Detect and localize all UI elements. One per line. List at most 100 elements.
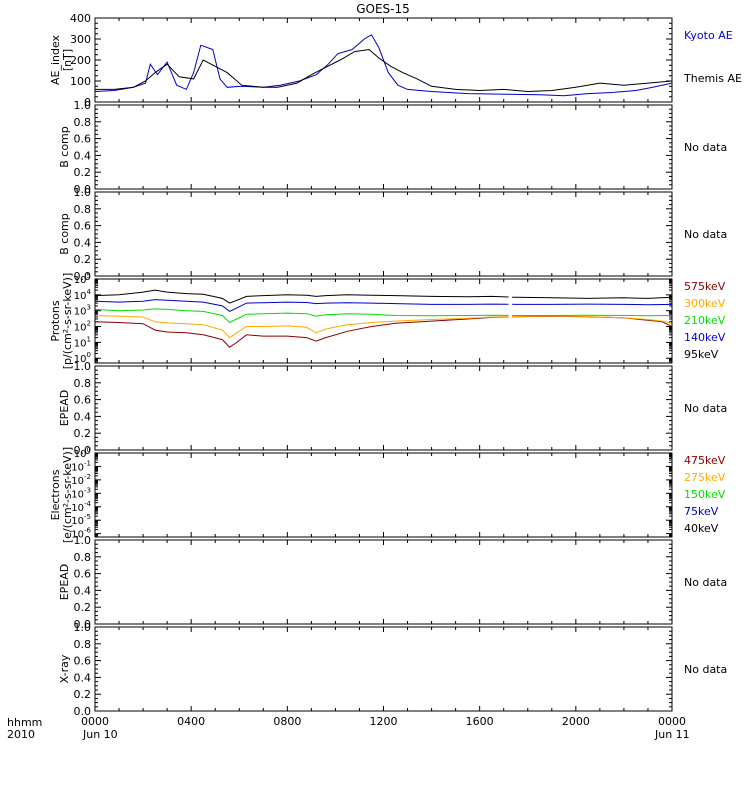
series-line-140kev — [95, 299, 672, 312]
y-tick-base: 10 — [74, 354, 87, 365]
legend-entry: Kyoto AE — [684, 29, 733, 42]
series-line-kyoto-ae — [95, 34, 672, 97]
y-axis-unit-label: [nT] — [61, 49, 74, 71]
panel-frame — [94, 104, 673, 190]
y-tick-label: 10-4 — [71, 500, 91, 514]
y-axis-label: EPEAD — [58, 564, 71, 601]
legend-entry: 75keV — [684, 505, 719, 518]
y-tick-label: 0.2 — [74, 601, 92, 614]
time-tick-label: 1200 — [370, 715, 398, 728]
series-group — [95, 289, 672, 348]
y-tick-label: 0.0 — [74, 444, 92, 457]
y-axis-unit-label: [p/(cm²-s-sr-keV)] — [61, 273, 74, 370]
y-tick-exponent: 2 — [87, 320, 91, 328]
time-axis-date-start: Jun 10 — [82, 728, 118, 741]
y-tick-exponent: 1 — [87, 335, 91, 343]
y-tick-label: 0.8 — [74, 377, 92, 390]
time-axis-label-hhmm: hhmm — [7, 716, 42, 729]
series-group — [95, 34, 672, 97]
y-tick-base: 10 — [74, 291, 87, 302]
legend-entry: 275keV — [684, 471, 726, 484]
time-tick-label: 0800 — [273, 715, 301, 728]
y-tick-label: 0.4 — [74, 671, 92, 684]
time-axis: hhmm 2010 Jun 10 Jun 11 0000 0400 0800 1200… — [7, 715, 690, 741]
y-tick-label: 0.0 — [74, 183, 92, 196]
y-tick-exponent: 0 — [87, 446, 91, 454]
panel-frame — [94, 626, 673, 712]
y-tick-label: 0.0 — [74, 270, 92, 283]
legend-entry: 210keV — [684, 314, 726, 327]
series-line-300kev — [95, 315, 672, 339]
y-tick-base: 10 — [71, 489, 84, 500]
y-tick-label: 0.8 — [74, 551, 92, 564]
panel-7: 0.0 0.2 0.4 0.6 0.8 1.0 EPEAD No data — [58, 534, 727, 631]
time-tick-label: 1600 — [466, 715, 494, 728]
panel-frame — [94, 539, 673, 625]
y-tick-label: 1.0 — [74, 99, 92, 112]
legend-entry: 575keV — [684, 280, 726, 293]
y-tick-label: 0.6 — [74, 394, 92, 407]
y-tick-base: 10 — [71, 503, 84, 514]
y-tick-label: 0.2 — [74, 253, 92, 266]
y-tick-base: 10 — [71, 516, 84, 527]
y-tick-label: 10-3 — [71, 486, 91, 500]
y-tick-label: 104 — [74, 288, 92, 302]
y-tick-label: 200 — [70, 54, 91, 67]
no-data-label: No data — [684, 141, 727, 154]
y-tick-label: 0.2 — [74, 427, 92, 440]
y-tick-label: 103 — [74, 304, 91, 318]
no-data-label: No data — [684, 663, 727, 676]
y-tick-label: 1.0 — [74, 621, 92, 634]
y-tick-base: 10 — [74, 275, 87, 286]
series-line-575kev — [95, 315, 672, 348]
y-tick-base: 10 — [74, 307, 87, 318]
y-axis-label: X-ray — [58, 654, 71, 683]
y-tick-exponent: -6 — [84, 527, 92, 535]
no-data-label: No data — [684, 228, 727, 241]
y-tick-base: 10 — [71, 462, 84, 473]
y-tick-label: 100 — [70, 75, 91, 88]
y-tick-base: 10 — [74, 323, 87, 334]
y-tick-label: 10-2 — [71, 473, 91, 487]
y-tick-label: 0.0 — [74, 618, 92, 631]
time-axis-label-year: 2010 — [7, 728, 35, 741]
panel-8: 0.0 0.2 0.4 0.6 0.8 1.0 X-ray No data — [58, 621, 727, 718]
legend-entry: 300keV — [684, 297, 726, 310]
y-tick-base: 10 — [71, 530, 84, 541]
y-tick-exponent: -4 — [84, 500, 92, 508]
y-tick-label: 0.0 — [74, 705, 92, 718]
time-tick-label: 0000 — [81, 715, 109, 728]
y-tick-label: 0.8 — [74, 116, 92, 129]
panel-frame — [94, 278, 673, 364]
panel-5: 0.0 0.2 0.4 0.6 0.8 1.0 EPEAD No data — [58, 360, 727, 457]
time-tick-label: 0400 — [177, 715, 205, 728]
y-tick-exponent: 4 — [87, 288, 92, 296]
panel-1: 0 100 200 300 400 AE_index [nT] Kyoto AE Themis … — [49, 12, 742, 109]
series-line-210kev — [95, 308, 672, 324]
y-tick-label: 0.4 — [74, 410, 92, 423]
y-tick-base: 10 — [71, 476, 84, 487]
panel-frame — [94, 365, 673, 451]
y-tick-label: 0 — [84, 96, 91, 109]
y-tick-label: 10-1 — [71, 459, 91, 473]
series-line-95kev — [95, 289, 672, 304]
y-tick-label: 0.2 — [74, 166, 92, 179]
y-tick-label: 1.0 — [74, 534, 92, 547]
panel-3: 0.0 0.2 0.4 0.6 0.8 1.0 B comp No data — [58, 186, 727, 283]
y-tick-label: 100 — [74, 446, 91, 460]
y-axis-label: EPEAD — [58, 390, 71, 427]
y-tick-label: 0.8 — [74, 638, 92, 651]
y-tick-label: 0.4 — [74, 236, 92, 249]
legend-entry: 95keV — [684, 348, 719, 361]
y-tick-label: 0.6 — [74, 655, 92, 668]
y-tick-base: 10 — [74, 449, 87, 460]
y-tick-label: 101 — [74, 335, 91, 349]
y-axis-label: Electrons — [49, 469, 62, 520]
y-tick-label: 100 — [74, 351, 91, 365]
y-tick-label: 0.8 — [74, 203, 92, 216]
y-tick-label: 0.6 — [74, 568, 92, 581]
